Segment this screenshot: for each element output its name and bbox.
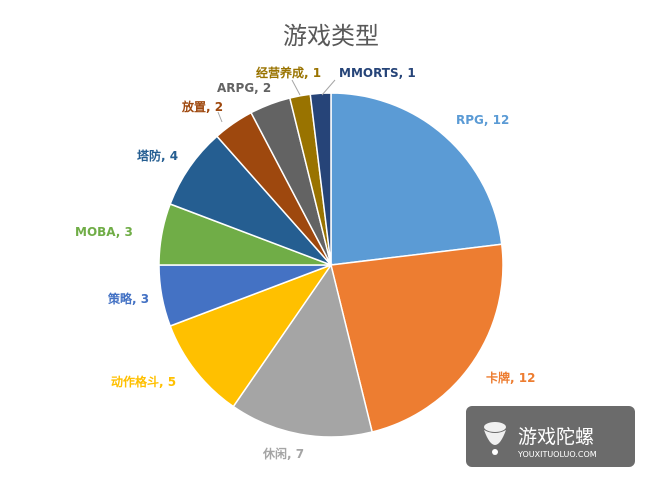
- data-label-9: ARPG, 2: [217, 81, 271, 95]
- watermark-brand: 游戏陀螺: [518, 426, 594, 448]
- leader-line-11: [321, 79, 336, 96]
- data-labels: RPG, 12 卡牌, 12 休闲, 7 动作格斗, 5 策略, 3 MOBA, 3 塔防,…: [75, 65, 535, 461]
- pie-slice-3: [232, 263, 374, 438]
- data-label-7: 塔防, 4: [137, 148, 178, 163]
- pie-slice-1: [330, 92, 503, 266]
- leader-lines: [217, 79, 336, 123]
- data-label-3: 休闲, 7: [262, 446, 304, 461]
- data-label-11: MMORTS, 1: [339, 66, 416, 80]
- data-label-2: 卡牌, 12: [486, 370, 535, 385]
- watermark: 游戏陀螺 YOUXITUOLUO.COM: [466, 406, 635, 467]
- watermark-url: YOUXITUOLUO.COM: [517, 450, 597, 459]
- data-label-5: 策略, 3: [108, 291, 149, 306]
- watermark-background: [466, 406, 635, 467]
- data-label-4: 动作格斗, 5: [111, 374, 176, 389]
- spinning-top-logo-icon: [484, 422, 506, 455]
- data-label-1: RPG, 12: [456, 113, 509, 127]
- data-label-10: 经营养成, 1: [256, 65, 321, 80]
- pie-slice-2: [330, 243, 504, 433]
- leader-line-8: [217, 111, 223, 123]
- leader-line-10: [291, 79, 301, 96]
- chart-title: 游戏类型: [283, 22, 379, 50]
- pie-slices: [158, 92, 504, 438]
- data-label-6: MOBA, 3: [75, 225, 133, 239]
- data-label-8: 放置, 2: [181, 99, 223, 114]
- pie-slice-4: [169, 263, 333, 408]
- pie-slice-11: [309, 92, 332, 266]
